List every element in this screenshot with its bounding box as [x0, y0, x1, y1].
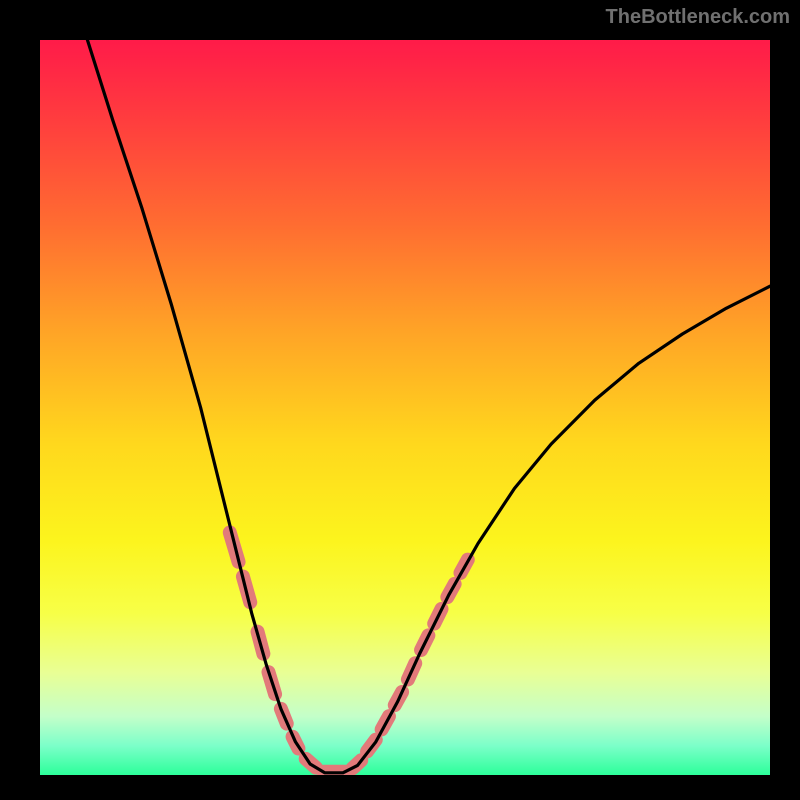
bottleneck-curve	[87, 40, 770, 773]
watermark-text: TheBottleneck.com	[606, 6, 790, 29]
highlight-segments	[230, 532, 468, 771]
curve-layer	[40, 40, 770, 775]
plot-area	[40, 40, 770, 775]
